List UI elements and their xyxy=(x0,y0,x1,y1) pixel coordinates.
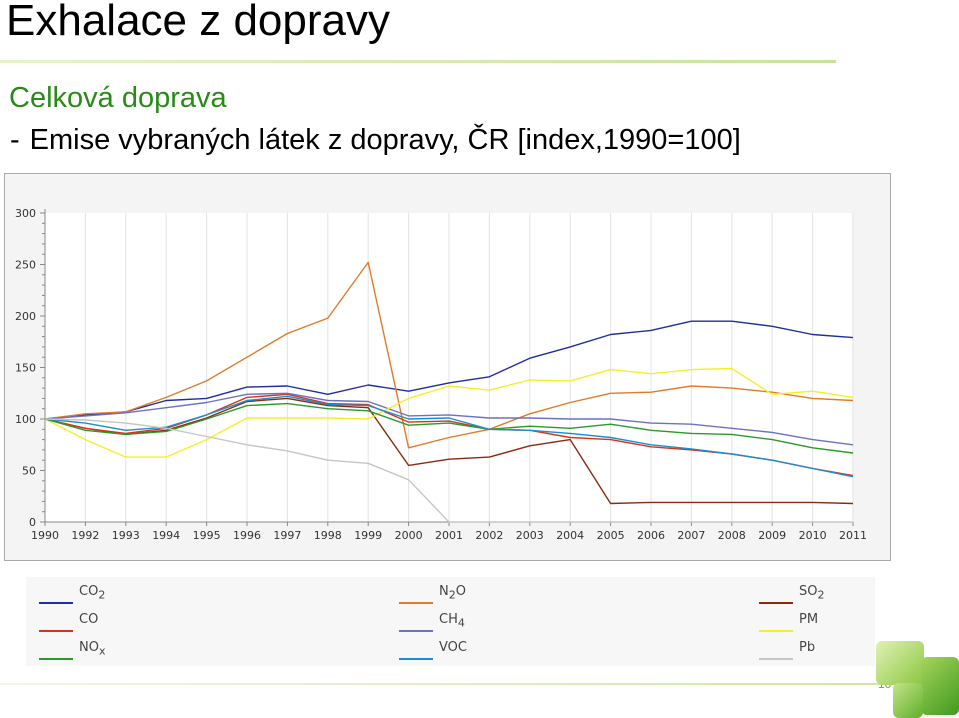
legend-swatch xyxy=(399,602,433,604)
legend-item: CO2 xyxy=(26,581,226,609)
leaf-decoration-icon xyxy=(921,657,959,715)
footer-rule xyxy=(0,683,880,685)
series-line-pm xyxy=(44,367,854,458)
x-tick-label: 1992 xyxy=(71,529,99,542)
legend-item: SO2 xyxy=(746,581,946,609)
bullet-dash: - xyxy=(10,124,20,156)
y-tick-label: 0 xyxy=(29,516,36,529)
y-tick-label: 50 xyxy=(22,465,36,478)
leaf-decoration-icon xyxy=(893,683,923,718)
series-line-voc xyxy=(44,395,854,478)
line-chart: 0 50 100 150 200 250 300 1990 1992 1993 1994 1995 19… xyxy=(15,207,867,542)
series-line-ch4 xyxy=(44,392,854,446)
x-tick-label: 1997 xyxy=(273,529,301,542)
legend-swatch xyxy=(39,630,73,632)
legend-item: Pb xyxy=(746,637,946,665)
x-tick-label: 1996 xyxy=(233,529,261,542)
x-tick-label: 1998 xyxy=(314,529,342,542)
x-tick-label: 2004 xyxy=(556,529,584,542)
y-tick-label: 300 xyxy=(15,207,36,220)
legend-label: NOx xyxy=(79,640,106,658)
bullet-text: Emise vybraných látek z dopravy, ČR [ind… xyxy=(29,124,741,156)
legend-label: PM xyxy=(799,612,819,627)
legend-swatch xyxy=(399,658,433,660)
legend-label: N2O xyxy=(439,584,466,602)
x-tick-label: 1994 xyxy=(152,529,180,542)
series-line-n2o xyxy=(44,261,854,449)
x-tick-label: 2000 xyxy=(395,529,423,542)
series-line-so2 xyxy=(44,397,854,505)
legend-swatch xyxy=(759,658,793,660)
chart-frame: 0 50 100 150 200 250 300 1990 1992 1993 1994 1995 19… xyxy=(4,173,891,561)
legend-label: CH4 xyxy=(439,612,465,630)
x-tick-label: 2010 xyxy=(799,529,827,542)
legend-label: CO xyxy=(79,612,99,627)
legend-item: CH4 xyxy=(386,609,586,637)
x-tick-label: 2007 xyxy=(677,529,705,542)
legend-label: VOC xyxy=(439,640,467,655)
x-tick-label: 2006 xyxy=(637,529,665,542)
legend-item: N2O xyxy=(386,581,586,609)
y-tick-label: 150 xyxy=(15,362,36,375)
series-line-pb xyxy=(44,418,853,523)
slide-subtitle: Celková doprava xyxy=(9,82,227,114)
legend-swatch xyxy=(39,658,73,660)
bullet-line: - Emise vybraných látek z dopravy, ČR [in… xyxy=(10,124,741,157)
legend-label: Pb xyxy=(799,640,816,655)
x-tick-label: 2002 xyxy=(475,529,503,542)
series-line-co2 xyxy=(44,320,854,420)
legend-label: CO2 xyxy=(79,584,106,602)
legend-swatch xyxy=(759,630,793,632)
title-underline xyxy=(0,60,836,63)
x-tick-label: 1999 xyxy=(354,529,382,542)
legend-item: NOx xyxy=(26,637,226,665)
chart-legend: CO2 N2O SO2 CO CH4 PM NOx VOC Pb xyxy=(26,577,875,666)
x-tick-label: 2008 xyxy=(718,529,746,542)
y-tick-label: 250 xyxy=(15,259,36,272)
legend-swatch xyxy=(399,630,433,632)
x-tick-label: 2005 xyxy=(597,529,625,542)
x-tick-label: 2011 xyxy=(839,529,867,542)
x-tick-label: 1990 xyxy=(31,529,59,542)
x-tick-label: 1993 xyxy=(112,529,140,542)
slide-title: Exhalace z dopravy xyxy=(6,0,390,45)
x-tick-label: 1995 xyxy=(193,529,221,542)
legend-swatch xyxy=(759,602,793,604)
legend-swatch xyxy=(39,602,73,604)
leaf-decoration-icon xyxy=(876,641,924,685)
y-tick-label: 100 xyxy=(15,413,36,426)
x-tick-label: 2009 xyxy=(758,529,786,542)
series-line-nox xyxy=(44,402,854,454)
x-tick-label: 2001 xyxy=(435,529,463,542)
legend-item: VOC xyxy=(386,637,586,665)
x-tick-label: 2003 xyxy=(516,529,544,542)
legend-label: SO2 xyxy=(799,584,825,602)
y-tick-label: 200 xyxy=(15,310,36,323)
legend-item: PM xyxy=(746,609,946,637)
legend-item: CO xyxy=(26,609,226,637)
